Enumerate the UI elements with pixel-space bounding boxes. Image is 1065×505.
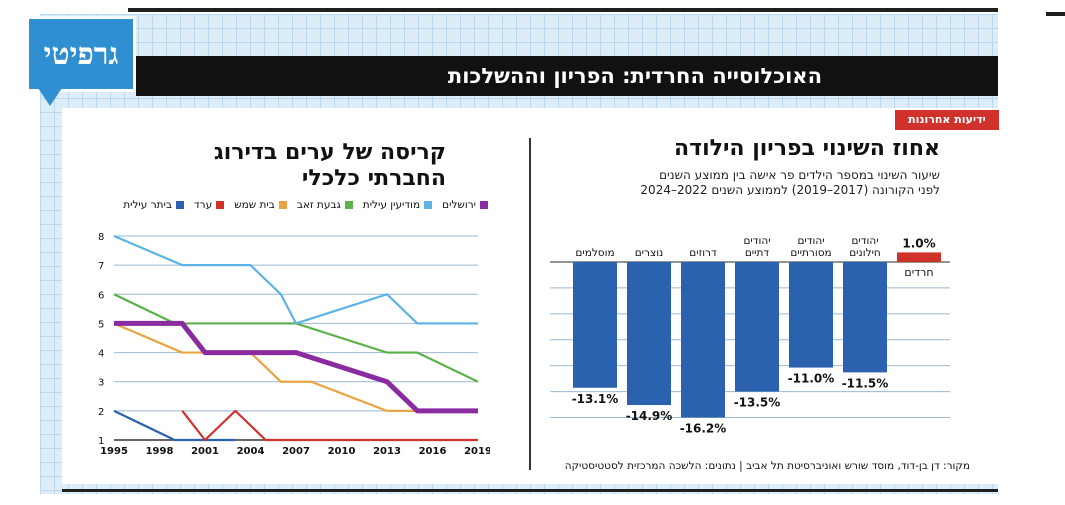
legend-label: גבעת זאב (296, 199, 341, 211)
legend-swatch (278, 201, 287, 209)
logo-tail (38, 88, 62, 106)
bar-category-label: חרדים (904, 266, 933, 279)
top-rule (128, 8, 998, 12)
bar-value-label: -11.0% (788, 372, 835, 386)
legend-item: ביתר עילית (123, 199, 184, 211)
source-note: מקור: דן בן-דוד, מוסד שורש ואוניברסיטת ת… (564, 460, 970, 472)
bar-chart: 1.0%חרדים-11.5%יהודיםחילונים-11.0%יהודים… (550, 235, 950, 436)
x-tick-label: 1998 (146, 446, 174, 457)
x-tick-label: 2013 (373, 446, 401, 457)
newspaper-tag: ידיעות אחרונות (895, 110, 999, 130)
bar-value-label: -11.5% (842, 376, 889, 390)
bar-chart-subtitle-line2: לפני הקורונה (2017–2019) לממוצע השנים 20… (640, 183, 940, 197)
bar (627, 262, 671, 406)
bar-category-label: חילונים (849, 247, 881, 259)
line-chart-title: קריסה של ערים בדירוג החברתי כלכלי (213, 140, 446, 191)
bar-chart-subtitle: שיעור השינוי במספר הילדים פר אישה בין ממ… (560, 168, 940, 198)
bar (573, 262, 617, 388)
bar (735, 262, 779, 392)
x-tick-label: 2007 (282, 446, 310, 457)
bar-category-label: יהודים (851, 235, 878, 247)
top-rule-edge (1046, 12, 1065, 16)
bar-value-label: -16.2% (680, 422, 727, 436)
legend-swatch (480, 201, 488, 209)
line-series (113, 322, 478, 412)
bar (681, 262, 725, 418)
bar-value-label: -13.1% (572, 392, 619, 406)
line-series (113, 293, 479, 383)
legend-swatch (424, 201, 433, 209)
bar-category-label: נוצרים (635, 247, 664, 259)
title-bar (136, 56, 998, 96)
bar-value-label: -13.5% (734, 396, 781, 410)
bar-category-label: יהודים (743, 235, 770, 247)
legend-item: ירושלים (442, 199, 488, 211)
legend-swatch (175, 201, 184, 209)
bar-value-label: 1.0% (902, 236, 935, 250)
bar-category-label: יהודים (797, 235, 824, 247)
legend-label: ביתר עילית (123, 199, 172, 211)
line-series (114, 320, 478, 414)
bar-value-label: -14.9% (626, 409, 673, 423)
legend-item: ערד (193, 199, 225, 211)
page-title: האוכלוסייה החרדית: הפריון וההשלכות (447, 64, 822, 88)
y-tick-label: 7 (98, 261, 104, 272)
legend-swatch (344, 201, 353, 209)
line-series (113, 409, 236, 442)
y-tick-label: 5 (98, 319, 104, 330)
legend-item: מודיעין עילית (362, 199, 433, 211)
line-chart: 1 2 3 4 5 6 7 8 1995 1998 2001 2004 2007 2010 2013 2016… (98, 232, 490, 457)
bar-chart-title: אחוז השינוי בפריון הילודה (674, 136, 940, 161)
bar-category-label: מסורתיים (790, 247, 831, 259)
x-tick-label: 2001 (191, 446, 219, 457)
bar-category-label: דתיים (745, 247, 770, 259)
legend-swatch (216, 201, 225, 209)
y-tick-label: 4 (98, 349, 104, 360)
bar-category-label: דרוזים (689, 247, 717, 259)
line-series (113, 234, 478, 325)
y-tick-label: 1 (98, 436, 104, 447)
line-chart-legend: ירושלים מודיעין עילית גבעת זאב בית שמש ערד בי… (104, 199, 488, 215)
line-series (181, 409, 478, 442)
legend-label: ערד (193, 199, 213, 211)
y-tick-label: 6 (98, 290, 104, 301)
panel-divider (529, 138, 531, 470)
brand-logo: גרפיטי (26, 16, 136, 92)
y-tick-label: 2 (98, 407, 104, 418)
legend-label: בית שמש (234, 199, 275, 211)
bar (789, 262, 833, 368)
legend-label: מודיעין עילית (362, 199, 421, 211)
x-tick-label: 2004 (237, 446, 265, 457)
legend-item: גבעת זאב (297, 199, 353, 211)
bar (843, 262, 887, 373)
x-tick-label: 2016 (419, 446, 447, 457)
x-tick-label: 2010 (328, 446, 356, 457)
bar (897, 252, 941, 262)
legend-item: בית שמש (234, 199, 287, 211)
x-tick-label: 2019 (464, 446, 490, 457)
bottom-rule (62, 489, 998, 492)
x-tick-label: 1995 (100, 446, 128, 457)
bar-category-label: מוסלמים (575, 247, 614, 259)
y-tick-label: 8 (98, 232, 104, 243)
bar-chart-subtitle-line1: שיעור השינוי במספר הילדים פר אישה בין ממ… (659, 168, 940, 182)
legend-label: ירושלים (442, 199, 476, 211)
y-tick-label: 3 (98, 378, 104, 389)
